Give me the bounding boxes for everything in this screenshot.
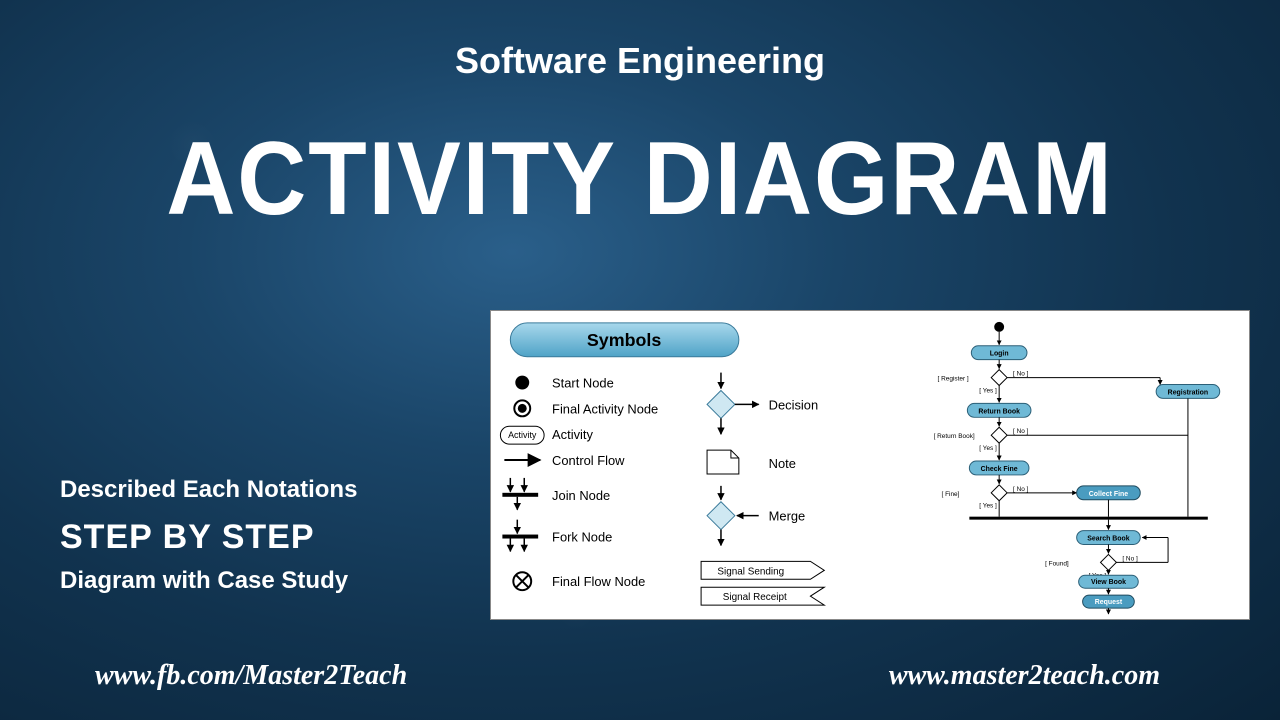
start-node-icon	[515, 376, 529, 390]
symbols-header-text: Symbols	[587, 330, 662, 350]
svg-text:[ Return Book]: [ Return Book]	[934, 433, 975, 440]
svg-text:Check Fine: Check Fine	[981, 466, 1018, 473]
desc-line-3: Diagram with Case Study	[60, 567, 357, 595]
note-label: Note	[769, 456, 796, 471]
svg-text:[ No ]: [ No ]	[1013, 428, 1029, 435]
svg-text:[ Found]: [ Found]	[1045, 560, 1069, 567]
final-activity-label: Final Activity Node	[552, 401, 658, 416]
fork-node-label: Fork Node	[552, 530, 612, 545]
svg-text:Login: Login	[990, 351, 1009, 358]
diagram-panel: Symbols Start Node Final Activity Node A…	[490, 310, 1250, 620]
final-flow-icon	[513, 572, 531, 590]
svg-text:[ Register ]: [ Register ]	[938, 376, 969, 383]
note-icon	[707, 450, 739, 474]
svg-text:Request: Request	[1095, 599, 1123, 606]
slide-root: Software Engineering ACTIVITY DIAGRAM De…	[0, 0, 1280, 720]
join-node-label: Join Node	[552, 488, 610, 503]
final-flow-label: Final Flow Node	[552, 574, 645, 589]
fork-node-icon	[502, 520, 538, 552]
start-node-label: Start Node	[552, 376, 614, 391]
svg-text:Registration: Registration	[1168, 389, 1208, 396]
svg-text:[ Yes ]: [ Yes ]	[979, 503, 997, 510]
example-flow: Login [ Register ] [ Yes ] [ No ] Regist…	[934, 322, 1220, 614]
join-node-icon	[502, 478, 538, 510]
svg-text:Search Book: Search Book	[1087, 536, 1130, 543]
url-website: www.master2teach.com	[889, 660, 1160, 692]
desc-line-1: Described Each Notations	[60, 476, 357, 504]
svg-text:[ No ]: [ No ]	[1013, 371, 1029, 378]
decision-icon	[707, 373, 759, 435]
svg-text:[ Yes ]: [ Yes ]	[979, 387, 997, 394]
decision-label: Decision	[769, 397, 819, 412]
svg-text:Return Book: Return Book	[978, 408, 1020, 415]
merge-label: Merge	[769, 509, 806, 524]
svg-text:[ Yes ]: [ Yes ]	[979, 445, 997, 452]
desc-line-2: STEP BY STEP	[60, 518, 357, 557]
activity-label: Activity	[552, 427, 593, 442]
url-facebook: www.fb.com/Master2Teach	[95, 660, 407, 692]
svg-text:View Book: View Book	[1091, 579, 1126, 586]
diagram-svg: Symbols Start Node Final Activity Node A…	[491, 311, 1249, 619]
final-activity-icon-dot	[518, 404, 527, 413]
merge-icon	[707, 486, 759, 546]
svg-text:Collect Fine: Collect Fine	[1089, 491, 1128, 498]
signal-recv-label: Signal Receipt	[723, 592, 787, 603]
control-flow-label: Control Flow	[552, 453, 625, 468]
signal-send-label: Signal Sending	[717, 566, 784, 577]
activity-icon-text: Activity	[508, 430, 537, 440]
main-title: ACTIVITY DIAGRAM	[51, 120, 1229, 239]
subject-heading: Software Engineering	[0, 40, 1280, 82]
svg-text:[ No ]: [ No ]	[1013, 486, 1029, 493]
svg-text:[ Fine]: [ Fine]	[942, 491, 960, 498]
svg-text:[ No ]: [ No ]	[1122, 555, 1138, 562]
description-block: Described Each Notations STEP BY STEP Di…	[60, 476, 357, 595]
